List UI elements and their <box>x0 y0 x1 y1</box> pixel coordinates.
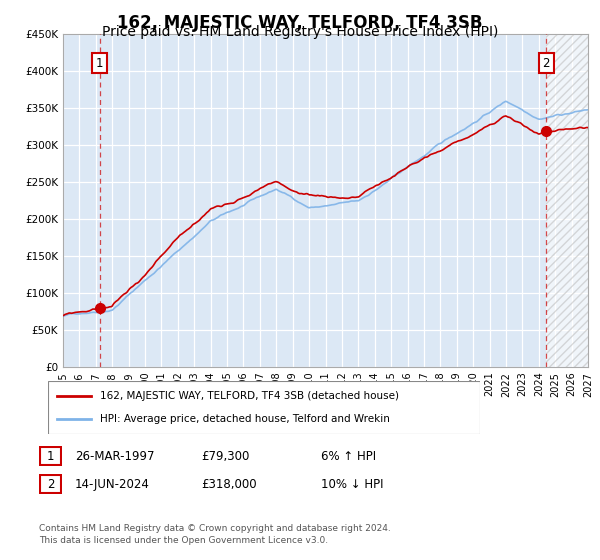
Text: 6% ↑ HPI: 6% ↑ HPI <box>321 450 376 463</box>
Text: £79,300: £79,300 <box>201 450 250 463</box>
FancyBboxPatch shape <box>40 447 61 465</box>
Text: £318,000: £318,000 <box>201 478 257 491</box>
Text: 10% ↓ HPI: 10% ↓ HPI <box>321 478 383 491</box>
Text: 1: 1 <box>96 57 103 69</box>
Text: 14-JUN-2024: 14-JUN-2024 <box>75 478 150 491</box>
Bar <box>546 34 588 367</box>
Text: 1: 1 <box>47 450 54 463</box>
Text: Price paid vs. HM Land Registry's House Price Index (HPI): Price paid vs. HM Land Registry's House … <box>102 25 498 39</box>
Text: 162, MAJESTIC WAY, TELFORD, TF4 3SB: 162, MAJESTIC WAY, TELFORD, TF4 3SB <box>117 14 483 32</box>
Text: 2: 2 <box>542 57 550 69</box>
FancyBboxPatch shape <box>40 475 61 493</box>
Text: Contains HM Land Registry data © Crown copyright and database right 2024.
This d: Contains HM Land Registry data © Crown c… <box>39 524 391 545</box>
FancyBboxPatch shape <box>48 381 480 434</box>
Text: 2: 2 <box>47 478 54 491</box>
Text: 26-MAR-1997: 26-MAR-1997 <box>75 450 155 463</box>
Text: HPI: Average price, detached house, Telford and Wrekin: HPI: Average price, detached house, Telf… <box>100 414 390 424</box>
Text: 162, MAJESTIC WAY, TELFORD, TF4 3SB (detached house): 162, MAJESTIC WAY, TELFORD, TF4 3SB (det… <box>100 391 399 401</box>
